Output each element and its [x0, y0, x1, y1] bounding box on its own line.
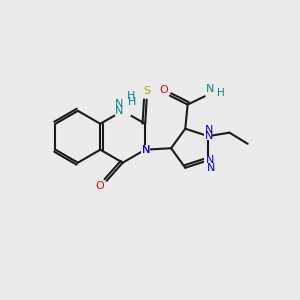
Text: N: N — [205, 131, 213, 141]
Text: N: N — [205, 125, 214, 135]
Text: N: N — [206, 155, 214, 165]
Text: O: O — [96, 181, 104, 191]
Text: N: N — [115, 99, 123, 110]
Text: N: N — [142, 145, 150, 155]
Text: N: N — [207, 163, 215, 173]
Bar — [141, 145, 150, 154]
Text: H: H — [217, 88, 225, 98]
Text: N: N — [142, 145, 151, 155]
Text: H: H — [127, 91, 135, 101]
Bar — [115, 106, 131, 116]
Bar — [204, 156, 212, 164]
Bar — [204, 132, 212, 140]
Text: N: N — [115, 106, 123, 116]
Text: S: S — [144, 86, 151, 96]
Text: H: H — [128, 97, 136, 107]
Text: O: O — [159, 85, 168, 95]
Text: N: N — [206, 84, 214, 94]
